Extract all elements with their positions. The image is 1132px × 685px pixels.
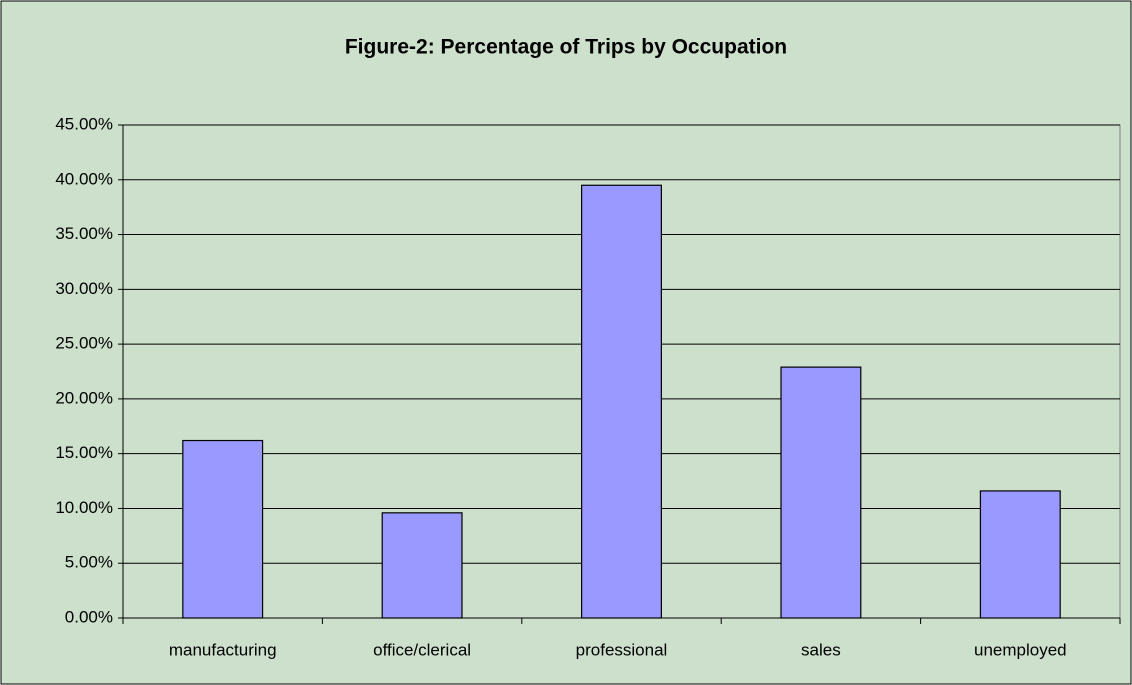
x-tick-label: sales [801,640,841,659]
y-tick-label: 5.00% [65,553,113,572]
y-tick-label: 30.00% [55,279,113,298]
y-tick-label: 15.00% [55,443,113,462]
bar [182,439,264,619]
bar [979,490,1061,619]
y-tick-label: 40.00% [55,169,113,188]
y-tick-label: 45.00% [55,114,113,133]
chart-title: Figure-2: Percentage of Trips by Occupat… [345,36,787,59]
x-tick-label: manufacturing [169,640,277,659]
x-tick-label: professional [576,640,668,659]
y-tick-label: 20.00% [55,388,113,407]
x-tick-label: unemployed [974,640,1067,659]
y-tick-label: 0.00% [65,607,113,626]
x-tick-label: office/clerical [373,640,471,659]
bar [381,512,463,619]
bar [581,184,662,619]
y-tick-label: 25.00% [55,334,113,353]
y-tick-label: 10.00% [55,498,113,517]
bar [780,366,862,619]
y-tick-label: 35.00% [55,224,113,243]
